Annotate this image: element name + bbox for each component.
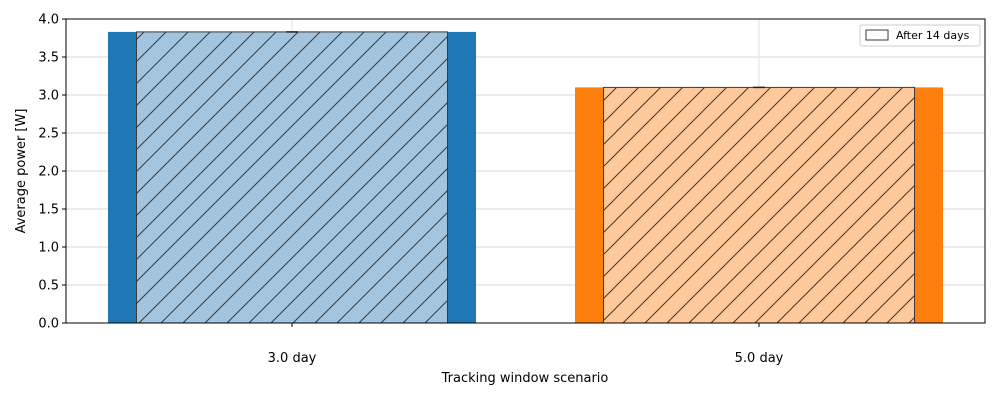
y-tick-label: 2.0 <box>38 165 59 180</box>
x-axis-label: Tracking window scenario <box>441 371 609 386</box>
y-tick-label: 3.5 <box>38 51 59 66</box>
y-tick-label: 1.0 <box>38 241 59 256</box>
y-axis-label: Average power [W] <box>14 109 29 234</box>
y-tick-label: 0.0 <box>38 317 59 332</box>
y-tick-label: 2.5 <box>38 127 59 142</box>
y-tick-label: 3.0 <box>38 89 59 104</box>
legend-frame <box>859 24 981 47</box>
ticks: 0.0 0.5 1.0 1.5 2.0 2.5 3.0 3.5 4.0 3.0 day 5.0 da… <box>38 13 783 367</box>
legend-swatch <box>865 29 889 41</box>
y-tick-label: 0.5 <box>38 279 59 294</box>
y-tick-label: 1.5 <box>38 203 59 218</box>
bars <box>108 31 943 324</box>
legend-label: After 14 days <box>896 29 970 42</box>
bar-hatch-overlay <box>136 31 448 324</box>
legend: After 14 days <box>859 24 981 47</box>
bar-hatch-overlay <box>603 86 915 324</box>
y-tick-label: 4.0 <box>38 13 59 28</box>
x-tick-label: 3.0 day <box>268 351 317 366</box>
x-tick-label: 5.0 day <box>735 351 784 366</box>
